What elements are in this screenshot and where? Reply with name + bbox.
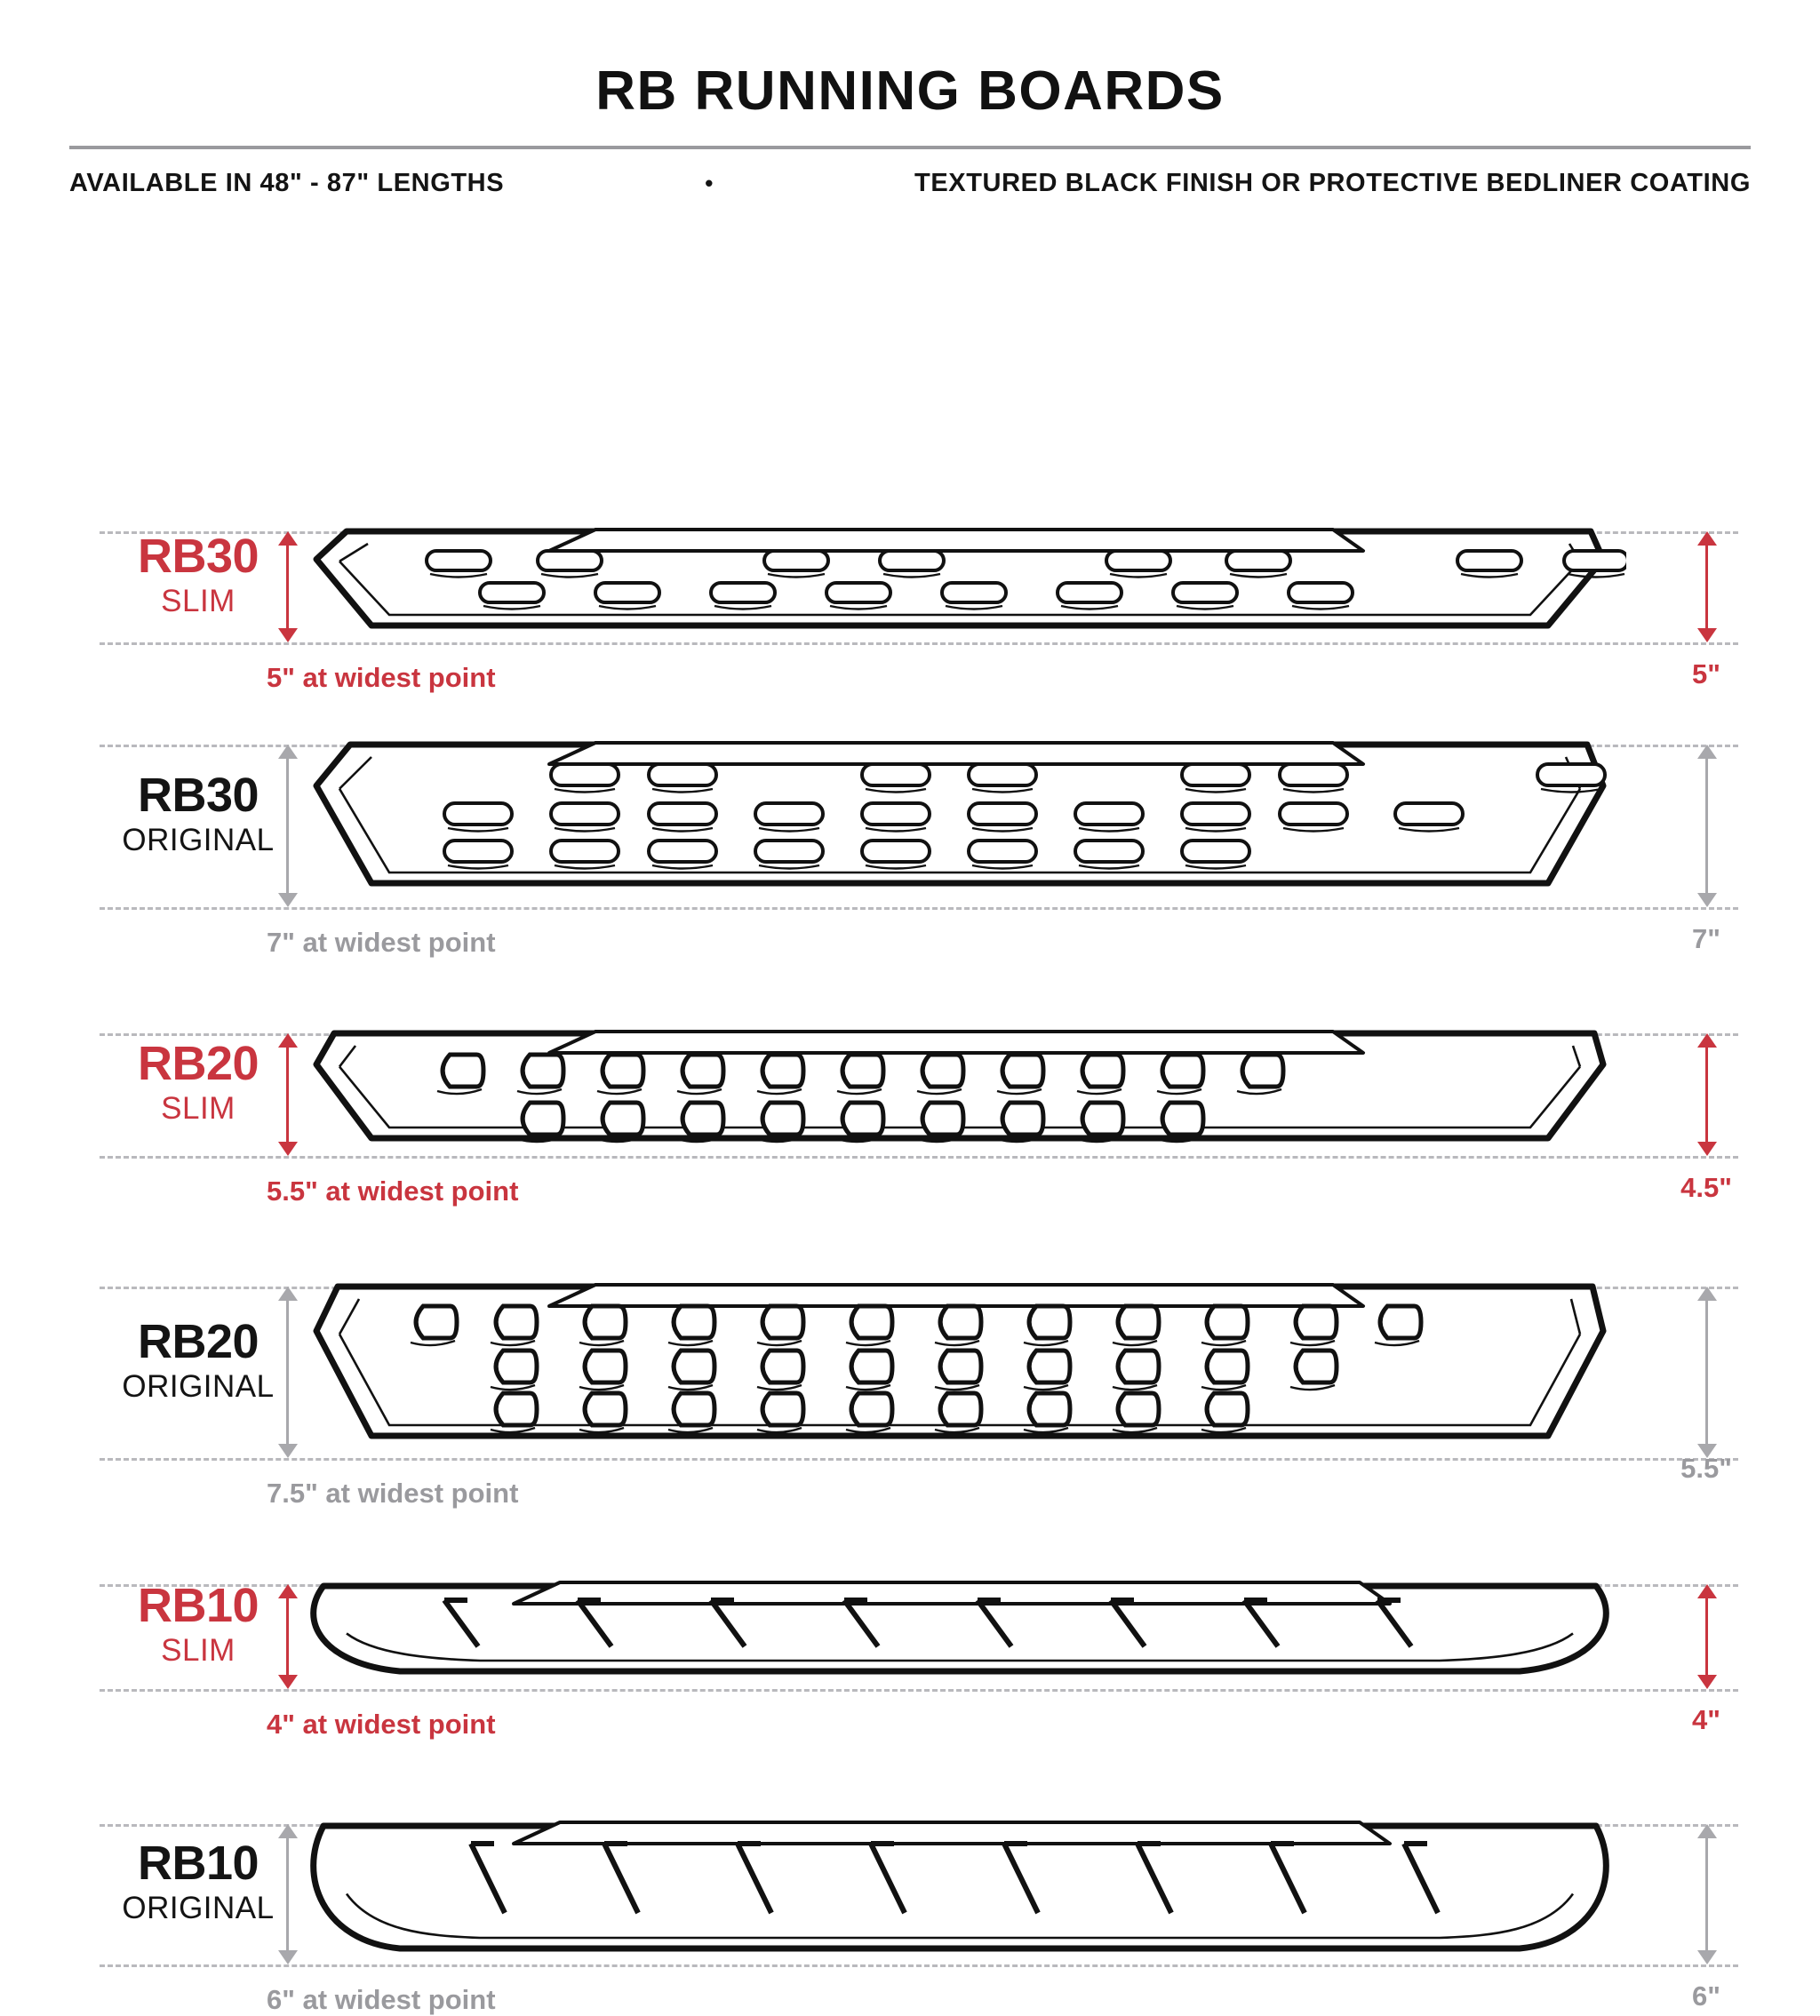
left-dimension-arrow	[276, 1033, 299, 1156]
arrow-head-up-icon	[1697, 531, 1717, 546]
left-dimension-arrow	[276, 1287, 299, 1458]
arrow-head-down-icon	[1697, 893, 1717, 907]
arrow-head-down-icon	[1697, 1142, 1717, 1156]
board-artwork-rb20-original	[293, 1283, 1626, 1474]
board-illustration	[310, 1581, 1609, 1675]
model-label-rb10-original[interactable]: RB10 ORIGINAL	[105, 1839, 291, 1924]
width-caption: 4" at widest point	[267, 1709, 496, 1740]
subtitle-finish: TEXTURED BLACK FINISH OR PROTECTIVE BEDL…	[914, 169, 1751, 197]
model-variant: SLIM	[161, 583, 235, 618]
model-name: RB10	[137, 1837, 259, 1890]
model-variant: ORIGINAL	[122, 1891, 275, 1925]
guide-line-bottom	[100, 1689, 1738, 1692]
height-label: 7"	[1692, 923, 1720, 954]
arrow-head-down-icon	[278, 1142, 298, 1156]
arrow-head-up-icon	[278, 745, 298, 759]
arrow-shaft	[1705, 1295, 1708, 1450]
board-illustration	[313, 741, 1607, 887]
model-variant: ORIGINAL	[122, 822, 275, 857]
height-label: 6"	[1692, 1980, 1720, 2012]
right-dimension-arrow	[1696, 1824, 1719, 1964]
board-illustration	[313, 528, 1630, 629]
arrow-shaft	[1705, 539, 1708, 634]
arrow-shaft	[1705, 753, 1708, 899]
board-artwork-rb30-original	[293, 741, 1626, 921]
width-caption: 7" at widest point	[267, 927, 496, 958]
guide-line-bottom	[100, 642, 1738, 645]
arrow-shaft	[286, 1832, 289, 1956]
right-dimension-arrow	[1696, 1033, 1719, 1156]
board-illustration	[313, 1030, 1607, 1143]
board-artwork-rb10-original	[293, 1821, 1626, 1985]
arrow-head-up-icon	[278, 1033, 298, 1048]
right-dimension-arrow	[1696, 1584, 1719, 1689]
arrow-head-down-icon	[278, 628, 298, 642]
board-illustration	[313, 1283, 1607, 1439]
model-name: RB10	[137, 1579, 259, 1632]
board-artwork-rb10-slim	[293, 1581, 1626, 1708]
model-name: RB30	[137, 529, 259, 583]
arrow-head-up-icon	[278, 1584, 298, 1598]
title-divider	[69, 146, 1751, 149]
model-variant: ORIGINAL	[122, 1368, 275, 1404]
arrow-shaft	[286, 539, 289, 634]
width-caption: 6" at widest point	[267, 1984, 496, 2015]
arrow-head-down-icon	[278, 1444, 298, 1458]
arrow-shaft	[1705, 1592, 1708, 1681]
left-dimension-arrow	[276, 1584, 299, 1689]
right-dimension-arrow	[1696, 1287, 1719, 1458]
arrow-shaft	[1705, 1041, 1708, 1148]
arrow-head-up-icon	[1697, 745, 1717, 759]
guide-line-bottom	[100, 907, 1738, 910]
arrow-shaft	[1705, 1832, 1708, 1956]
right-dimension-arrow	[1696, 531, 1719, 642]
subtitle-bar: AVAILABLE IN 48" - 87" LENGTHS • TEXTURE…	[69, 169, 1751, 198]
arrow-head-up-icon	[1697, 1584, 1717, 1598]
model-label-rb20-slim[interactable]: RB20 SLIM	[105, 1040, 291, 1124]
arrow-head-down-icon	[278, 893, 298, 907]
left-dimension-arrow	[276, 531, 299, 642]
model-label-rb30-slim[interactable]: RB30 SLIM	[105, 532, 291, 617]
board-artwork-rb30-slim	[293, 528, 1630, 664]
page-header: RB RUNNING BOARDS AVAILABLE IN 48" - 87"…	[0, 0, 1820, 198]
arrow-head-down-icon	[1697, 1675, 1717, 1689]
height-label: 4.5"	[1680, 1172, 1732, 1203]
arrow-shaft	[286, 1592, 289, 1681]
left-dimension-arrow	[276, 745, 299, 907]
model-variant: SLIM	[161, 1633, 235, 1668]
arrow-head-down-icon	[278, 1675, 298, 1689]
model-variant: SLIM	[161, 1091, 235, 1126]
guide-line-bottom	[100, 1458, 1738, 1461]
arrow-head-down-icon	[1697, 1444, 1717, 1458]
height-label: 4"	[1692, 1704, 1720, 1735]
board-artwork-rb20-slim	[293, 1030, 1626, 1176]
model-label-rb30-original[interactable]: RB30 ORIGINAL	[105, 771, 291, 856]
subtitle-separator-icon: •	[705, 170, 714, 196]
height-label: 5"	[1692, 658, 1720, 689]
right-dimension-arrow	[1696, 745, 1719, 907]
page-title: RB RUNNING BOARDS	[595, 60, 1225, 122]
arrow-head-down-icon	[1697, 628, 1717, 642]
model-name: RB20	[137, 1037, 259, 1090]
arrow-shaft	[286, 1295, 289, 1450]
arrow-head-up-icon	[1697, 1033, 1717, 1048]
model-label-rb20-original[interactable]: RB20 ORIGINAL	[105, 1318, 291, 1402]
arrow-shaft	[286, 753, 289, 899]
guide-line-bottom	[100, 1156, 1738, 1159]
arrow-head-up-icon	[1697, 1287, 1717, 1301]
width-caption: 5.5" at widest point	[267, 1175, 519, 1207]
subtitle-lengths: AVAILABLE IN 48" - 87" LENGTHS	[69, 169, 505, 197]
arrow-head-up-icon	[278, 531, 298, 546]
width-caption: 7.5" at widest point	[267, 1478, 519, 1509]
height-label: 5.5"	[1680, 1453, 1732, 1484]
board-illustration	[310, 1821, 1609, 1952]
arrow-head-up-icon	[278, 1287, 298, 1301]
model-name: RB20	[137, 1314, 259, 1368]
width-caption: 5" at widest point	[267, 662, 496, 693]
arrow-head-down-icon	[1697, 1950, 1717, 1964]
model-name: RB30	[137, 768, 259, 822]
arrow-shaft	[286, 1041, 289, 1148]
model-label-rb10-slim[interactable]: RB10 SLIM	[105, 1582, 291, 1666]
